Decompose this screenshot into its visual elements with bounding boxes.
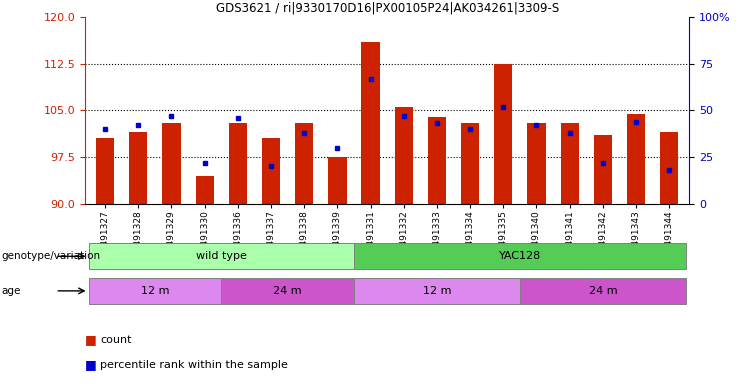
Text: genotype/variation: genotype/variation <box>1 251 101 262</box>
Bar <box>560 123 579 204</box>
Text: count: count <box>100 335 132 345</box>
Text: ■: ■ <box>85 358 97 371</box>
Bar <box>88 278 222 304</box>
Title: GDS3621 / ri|9330170D16|PX00105P24|AK034261|3309-S: GDS3621 / ri|9330170D16|PX00105P24|AK034… <box>216 2 559 15</box>
Bar <box>162 123 181 204</box>
Bar <box>428 117 446 204</box>
Text: 24 m: 24 m <box>273 286 302 296</box>
Bar <box>395 107 413 204</box>
Text: 12 m: 12 m <box>422 286 451 296</box>
Bar <box>528 123 545 204</box>
Bar <box>520 278 686 304</box>
Text: YAC128: YAC128 <box>499 251 541 262</box>
Bar <box>262 138 280 204</box>
Text: age: age <box>1 286 21 296</box>
Bar <box>328 157 347 204</box>
Bar <box>660 132 678 204</box>
Bar <box>461 123 479 204</box>
Bar <box>129 132 147 204</box>
Bar <box>222 278 354 304</box>
Text: 24 m: 24 m <box>588 286 617 296</box>
Bar <box>627 114 645 204</box>
Bar <box>229 123 247 204</box>
Bar <box>362 42 379 204</box>
Bar <box>354 243 686 269</box>
Bar <box>295 123 313 204</box>
Text: ■: ■ <box>85 333 97 346</box>
Bar <box>594 135 612 204</box>
Text: 12 m: 12 m <box>141 286 169 296</box>
Bar <box>354 278 520 304</box>
Text: percentile rank within the sample: percentile rank within the sample <box>100 360 288 370</box>
Bar <box>196 175 214 204</box>
Bar <box>494 64 513 204</box>
Text: wild type: wild type <box>196 251 247 262</box>
Bar <box>88 243 354 269</box>
Bar <box>96 138 114 204</box>
